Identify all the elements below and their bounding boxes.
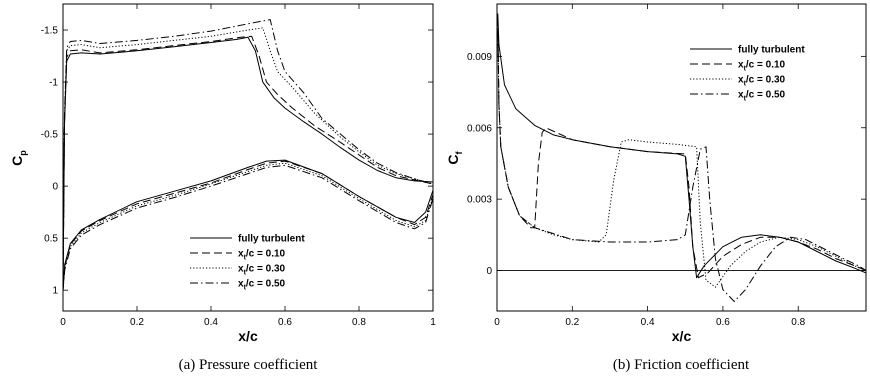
x-tick-label: 1 (430, 317, 436, 328)
y-axis-label: Cf (445, 150, 464, 164)
y-tick-label: 1 (52, 286, 58, 297)
series-group (497, 13, 866, 302)
series-line-solid-upper (63, 36, 433, 291)
series-line-solid-lower (63, 159, 433, 291)
series-line-dashdot (497, 18, 866, 302)
x-axis-label: x/c (672, 328, 692, 344)
x-tick-label: 0.4 (641, 317, 655, 328)
legend-label-sub: t (744, 96, 747, 103)
series-group (63, 19, 433, 291)
legend-label-main: x (738, 90, 744, 101)
x-tick-label: 0.2 (565, 317, 579, 328)
series-line-dashdot-lower (63, 164, 433, 291)
legend-label: xt/c = 0.30 (238, 264, 286, 277)
y-axis-label-main: C (445, 154, 461, 164)
legend-label-main: x (238, 279, 244, 290)
y-tick-label: -0.5 (41, 130, 59, 141)
y-tick-label: 0.009 (467, 52, 492, 63)
y-tick-label: 0.003 (467, 195, 492, 206)
legend-label-main: fully turbulent (738, 45, 805, 56)
series-line-dotted (497, 18, 866, 288)
legend-label-main: x (238, 264, 244, 275)
legend-label-tail: /c = 0.50 (746, 90, 786, 101)
plot-frame (496, 3, 867, 312)
y-tick-label: 0.5 (44, 234, 58, 245)
series-line-dashed (497, 18, 866, 279)
y-tick-label: 0.006 (467, 123, 492, 134)
legend-label: xt/c = 0.10 (238, 249, 286, 262)
x-tick-label: 0.6 (716, 317, 730, 328)
x-tick-label: 0.6 (278, 317, 292, 328)
y-tick-label: 0 (486, 266, 492, 277)
x-tick-label: 0 (494, 317, 500, 328)
x-tick-label: 0.8 (791, 317, 805, 328)
legend-label-main: fully turbulent (238, 234, 305, 245)
y-axis-label-sub: p (18, 150, 28, 156)
series-line-solid (497, 13, 866, 279)
chart-panel-a: 0 0.2 0.4 0.6 0.8 1 -1.5 -1 -0.5 0 0.5 1 fully turbu… (9, 3, 436, 373)
legend-label-sub: t (744, 66, 747, 73)
x-tick-label: 0.2 (130, 317, 144, 328)
legend-label-sub: t (244, 255, 247, 262)
x-tick-label: 0.4 (204, 317, 218, 328)
legend-label: xt/c = 0.50 (738, 90, 786, 103)
legend-label-sub: t (744, 81, 747, 88)
figure-caption: (b) Friction coefficient (613, 357, 750, 373)
x-axis-label: x/c (238, 328, 258, 344)
series-line-dashed-lower (63, 160, 433, 291)
y-axis-label-sub: f (454, 150, 464, 154)
legend-label-main: x (238, 249, 244, 260)
x-tick-label: 0.8 (352, 317, 366, 328)
legend-label-tail: /c = 0.50 (246, 279, 286, 290)
legend-label: fully turbulent (238, 234, 305, 245)
legend-label: fully turbulent (738, 45, 805, 56)
legend-label-sub: t (244, 270, 247, 277)
legend-label-tail: /c = 0.10 (246, 249, 286, 260)
y-axis-label-main: C (9, 156, 25, 166)
y-tick-label: -1.5 (41, 26, 59, 37)
legend-label-main: x (738, 60, 744, 71)
legend-label-main: x (738, 75, 744, 86)
legend-label-tail: /c = 0.30 (246, 264, 286, 275)
chart-panel-b: 0 0.2 0.4 0.6 0.8 0 0.003 0.006 0.009 fully turbu… (445, 3, 867, 373)
legend-label-tail: /c = 0.30 (746, 75, 786, 86)
x-tick-label: 0 (60, 317, 66, 328)
legend-label-tail: /c = 0.10 (746, 60, 786, 71)
legend-label: xt/c = 0.50 (238, 279, 286, 292)
figure-caption: (a) Pressure coefficient (179, 357, 319, 373)
y-tick-label: -1 (49, 78, 58, 89)
series-line-dashed-upper (63, 35, 433, 291)
legend-label: xt/c = 0.10 (738, 60, 786, 73)
legend-label: xt/c = 0.30 (738, 75, 786, 88)
y-tick-label: 0 (52, 182, 58, 193)
series-line-dotted-lower (63, 162, 433, 291)
series-line-dashdot-upper (63, 19, 433, 291)
plot-frame (62, 3, 434, 312)
y-axis-label: Cp (9, 150, 28, 166)
legend-label-sub: t (244, 285, 247, 292)
